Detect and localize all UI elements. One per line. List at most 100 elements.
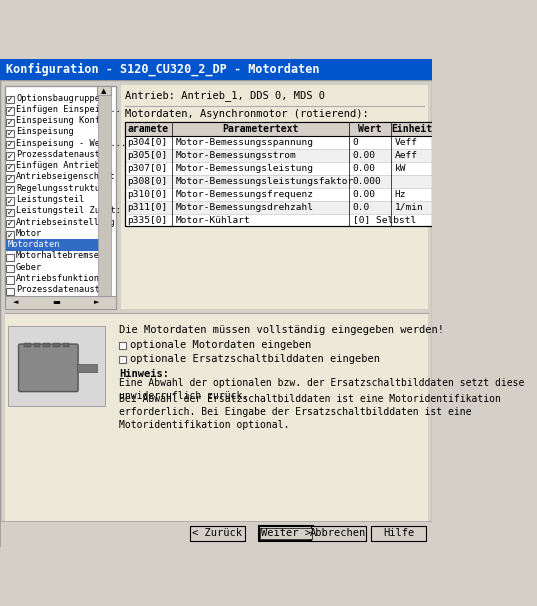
- FancyBboxPatch shape: [121, 85, 429, 308]
- Text: Motor-Bemessungsstrom: Motor-Bemessungsstrom: [176, 151, 296, 160]
- Text: Einfügen Einspeis...: Einfügen Einspeis...: [16, 105, 121, 114]
- FancyBboxPatch shape: [6, 288, 13, 295]
- Text: ◄: ◄: [13, 299, 19, 305]
- Text: Hz: Hz: [395, 190, 406, 199]
- Text: Aeff: Aeff: [395, 151, 418, 160]
- Text: Bei Abwahl der Ersatzschaltbilddaten ist eine Motoridentifikation
erforderlich. : Bei Abwahl der Ersatzschaltbilddaten ist…: [119, 393, 501, 430]
- Text: Prozessdatenausta: Prozessdatenausta: [16, 285, 105, 294]
- FancyBboxPatch shape: [125, 122, 432, 136]
- Text: Motor-Kühlart: Motor-Kühlart: [176, 216, 250, 225]
- Text: Parametertext: Parametertext: [222, 124, 299, 134]
- FancyBboxPatch shape: [18, 344, 78, 391]
- Text: Leistungsteil: Leistungsteil: [16, 195, 84, 204]
- Text: aramete: aramete: [127, 124, 169, 134]
- Text: ✓: ✓: [7, 185, 13, 195]
- FancyBboxPatch shape: [5, 313, 427, 523]
- FancyBboxPatch shape: [125, 149, 432, 162]
- Text: Wert: Wert: [358, 124, 381, 134]
- FancyBboxPatch shape: [6, 107, 13, 115]
- FancyBboxPatch shape: [6, 186, 13, 193]
- FancyBboxPatch shape: [97, 86, 111, 95]
- FancyBboxPatch shape: [6, 265, 13, 272]
- Text: ✓: ✓: [7, 174, 13, 183]
- FancyBboxPatch shape: [6, 209, 13, 216]
- Text: p335[0]: p335[0]: [127, 216, 168, 225]
- FancyBboxPatch shape: [119, 342, 126, 349]
- FancyBboxPatch shape: [0, 59, 432, 80]
- Text: p310[0]: p310[0]: [127, 190, 168, 199]
- Text: < Zurück: < Zurück: [192, 528, 243, 538]
- FancyBboxPatch shape: [6, 254, 13, 261]
- Text: Motor-Bemessungsleistung: Motor-Bemessungsleistung: [176, 164, 314, 173]
- Text: ✓: ✓: [7, 118, 13, 127]
- Text: Einspeisung - Weit...: Einspeisung - Weit...: [16, 139, 126, 148]
- Text: kW: kW: [395, 164, 406, 173]
- Text: Optionsbaugruppe: Optionsbaugruppe: [16, 93, 100, 102]
- Text: Weiter >: Weiter >: [261, 528, 311, 538]
- Text: ✓: ✓: [7, 95, 13, 104]
- Text: Motor: Motor: [16, 229, 42, 238]
- FancyBboxPatch shape: [6, 276, 13, 284]
- Text: ✓: ✓: [7, 219, 13, 228]
- Text: Motor-Bemessungsspannung: Motor-Bemessungsspannung: [176, 138, 314, 147]
- FancyBboxPatch shape: [258, 526, 313, 541]
- Text: ✓: ✓: [7, 152, 13, 161]
- FancyBboxPatch shape: [6, 164, 13, 171]
- FancyBboxPatch shape: [311, 526, 366, 541]
- FancyBboxPatch shape: [5, 296, 116, 308]
- Text: Motorhaltebremse: Motorhaltebremse: [16, 251, 100, 261]
- Text: 0.0: 0.0: [353, 202, 370, 211]
- Text: Motor-Bemessungsleistungsfaktor: Motor-Bemessungsleistungsfaktor: [176, 177, 354, 186]
- FancyBboxPatch shape: [6, 96, 13, 103]
- Text: ✓: ✓: [7, 140, 13, 149]
- Text: Antrieb: Antrieb_1, DDS 0, MDS 0: Antrieb: Antrieb_1, DDS 0, MDS 0: [125, 90, 325, 101]
- FancyBboxPatch shape: [6, 130, 13, 137]
- Text: [0] Selbstl: [0] Selbstl: [353, 216, 416, 225]
- Text: p307[0]: p307[0]: [127, 164, 168, 173]
- FancyBboxPatch shape: [63, 343, 69, 347]
- FancyBboxPatch shape: [125, 122, 432, 227]
- Text: ✓: ✓: [7, 107, 13, 115]
- Text: Einfügen Antrieb: Einfügen Antrieb: [16, 161, 100, 170]
- FancyBboxPatch shape: [125, 175, 432, 188]
- FancyBboxPatch shape: [190, 526, 245, 541]
- FancyBboxPatch shape: [24, 343, 31, 347]
- FancyBboxPatch shape: [34, 343, 40, 347]
- Text: Hinweis:: Hinweis:: [119, 369, 169, 379]
- Text: Geber: Geber: [16, 262, 42, 271]
- Text: Eine Abwahl der optionalen bzw. der Ersatzschaltbilddaten setzt diese
unwiderruf: Eine Abwahl der optionalen bzw. der Ersa…: [119, 378, 525, 401]
- FancyBboxPatch shape: [53, 343, 60, 347]
- Text: 0: 0: [353, 138, 359, 147]
- Text: ▲: ▲: [101, 88, 106, 94]
- FancyBboxPatch shape: [6, 231, 13, 239]
- Text: 0.00: 0.00: [353, 190, 376, 199]
- Text: p311[0]: p311[0]: [127, 202, 168, 211]
- Text: optionale Ersatzschaltbilddaten eingeben: optionale Ersatzschaltbilddaten eingeben: [130, 355, 381, 364]
- FancyBboxPatch shape: [6, 175, 13, 182]
- Text: p308[0]: p308[0]: [127, 177, 168, 186]
- Text: Antriebseinstellung: Antriebseinstellung: [16, 218, 116, 227]
- FancyBboxPatch shape: [0, 521, 432, 547]
- FancyBboxPatch shape: [8, 325, 105, 406]
- Text: Veff: Veff: [395, 138, 418, 147]
- FancyBboxPatch shape: [5, 239, 111, 251]
- Text: ▬: ▬: [53, 298, 60, 307]
- Text: 1/min: 1/min: [395, 202, 423, 211]
- Text: Die Motordaten müssen vollständig eingegeben werden!: Die Motordaten müssen vollständig eingeg…: [119, 325, 444, 335]
- Text: Regelungsstruktur: Regelungsstruktur: [16, 184, 105, 193]
- Text: 0.00: 0.00: [353, 151, 376, 160]
- FancyBboxPatch shape: [6, 141, 13, 148]
- Text: p304[0]: p304[0]: [127, 138, 168, 147]
- Text: Antriebseigenschaft: Antriebseigenschaft: [16, 173, 116, 181]
- FancyBboxPatch shape: [5, 86, 116, 298]
- Text: ►: ►: [94, 299, 99, 305]
- Text: ✓: ✓: [7, 196, 13, 205]
- Text: Motordaten: Motordaten: [8, 240, 61, 249]
- Text: Einheit: Einheit: [391, 124, 432, 134]
- Text: Motor-Bemessungsfrequenz: Motor-Bemessungsfrequenz: [176, 190, 314, 199]
- Text: p305[0]: p305[0]: [127, 151, 168, 160]
- Text: Hilfe: Hilfe: [383, 528, 415, 538]
- Text: Prozessdatenausta: Prozessdatenausta: [16, 150, 105, 159]
- Text: Konfiguration - S120_CU320_2_DP - Motordaten: Konfiguration - S120_CU320_2_DP - Motord…: [6, 63, 320, 76]
- Text: optionale Motordaten eingeben: optionale Motordaten eingeben: [130, 340, 311, 350]
